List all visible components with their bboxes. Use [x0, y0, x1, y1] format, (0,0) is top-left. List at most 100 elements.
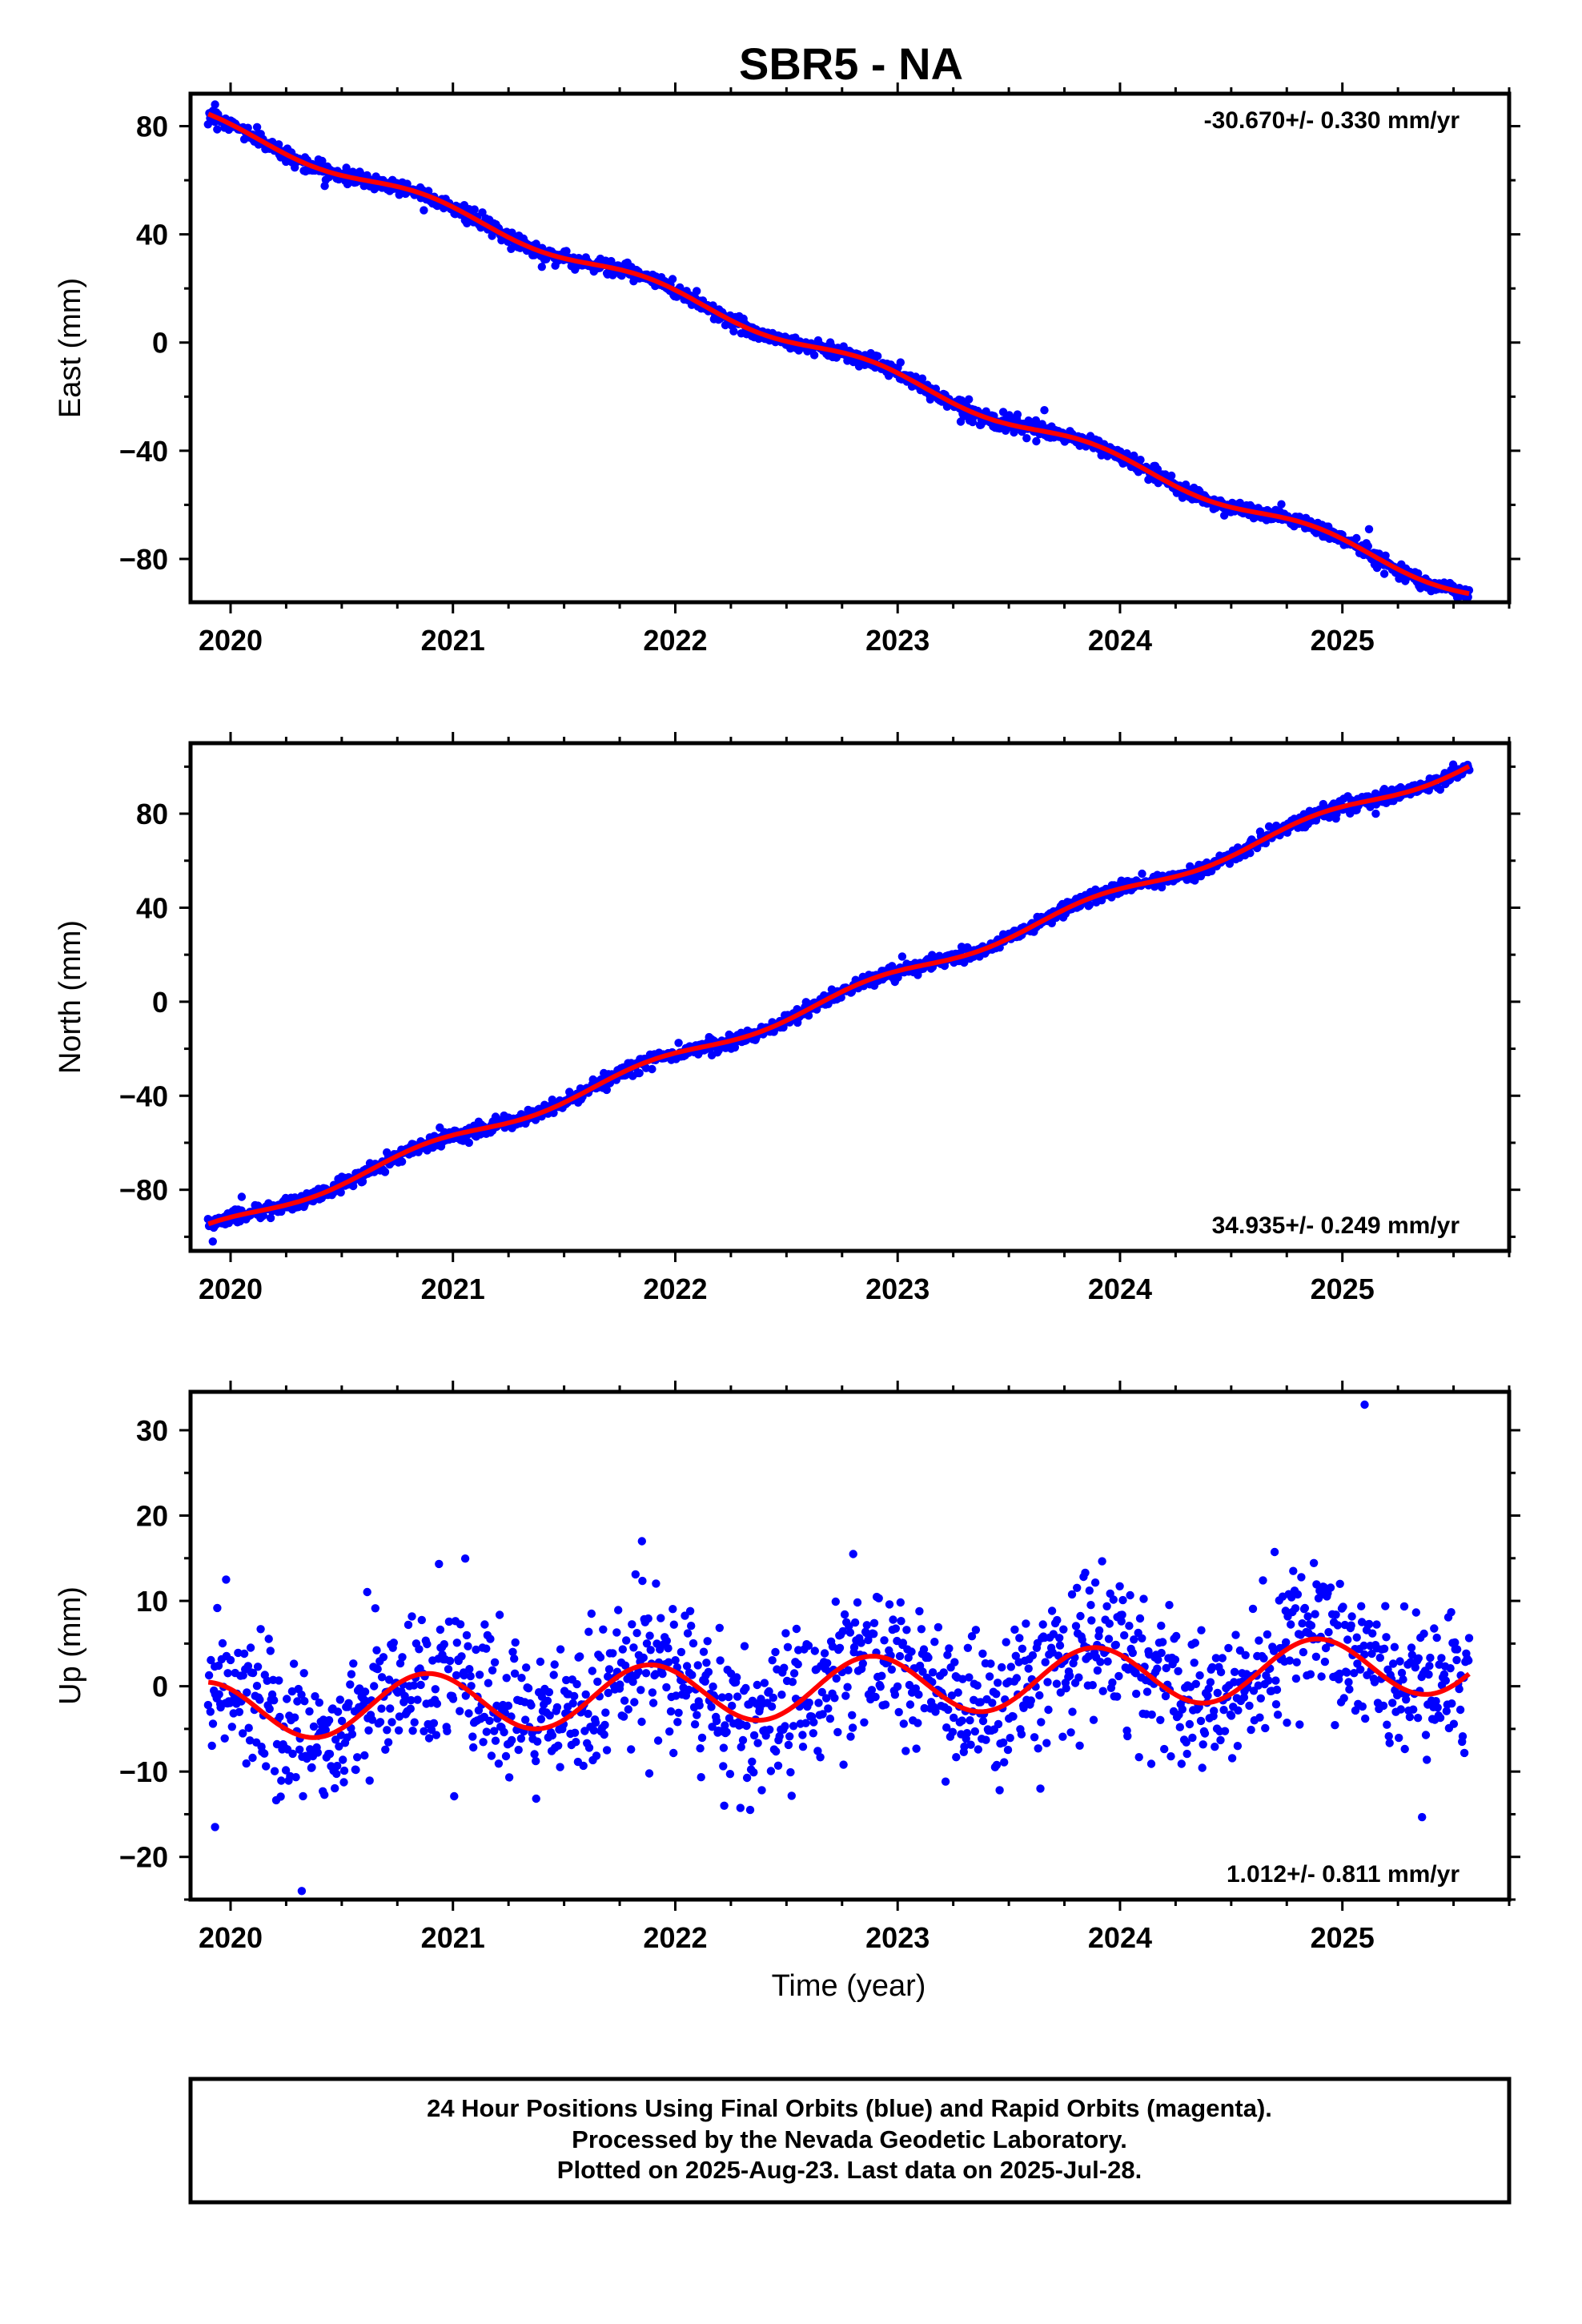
up-data-point	[988, 1699, 997, 1707]
up-data-point	[848, 1723, 857, 1732]
up-data-point	[1300, 1603, 1310, 1613]
up-data-point	[226, 1655, 235, 1665]
up-data-point	[907, 1647, 916, 1656]
up-data-point	[628, 1677, 637, 1687]
up-data-point	[299, 1791, 307, 1801]
north-data-point	[714, 1046, 723, 1055]
up-data-point	[652, 1579, 661, 1588]
up-data-point	[1293, 1590, 1303, 1599]
up-data-point	[1047, 1606, 1057, 1615]
up-data-point	[1042, 1739, 1051, 1747]
up-data-point	[619, 1712, 628, 1721]
up-data-point	[436, 1625, 445, 1634]
up-data-point	[204, 1671, 214, 1680]
up-data-point	[1074, 1673, 1083, 1682]
up-data-point	[914, 1690, 923, 1699]
north-fit-line	[207, 764, 1471, 1227]
up-data-point	[1052, 1679, 1062, 1688]
up-data-point	[947, 1691, 957, 1700]
up-data-point	[1117, 1617, 1126, 1626]
up-data-point	[1157, 1648, 1166, 1658]
up-data-point	[1311, 1610, 1319, 1618]
up-data-point	[272, 1739, 282, 1749]
up-data-point	[1230, 1667, 1239, 1676]
up-data-point	[1191, 1679, 1201, 1688]
up-data-point	[1166, 1752, 1175, 1761]
up-data-point	[1126, 1590, 1134, 1600]
up-data-point	[514, 1745, 523, 1755]
up-points	[203, 1400, 1474, 1896]
up-data-point	[313, 1748, 322, 1757]
up-data-point	[885, 1600, 894, 1609]
up-data-point	[1227, 1754, 1237, 1763]
up-plot-area	[203, 1400, 1474, 1896]
up-y-axis-label: Up (mm)	[54, 1586, 87, 1705]
up-data-point	[636, 1686, 645, 1695]
up-data-point	[444, 1617, 454, 1626]
up-data-point	[213, 1603, 222, 1613]
up-data-point	[288, 1749, 297, 1759]
up-data-point	[1273, 1711, 1283, 1719]
up-data-point	[814, 1699, 823, 1707]
up-data-point	[1269, 1647, 1279, 1655]
up-data-point	[798, 1743, 808, 1751]
up-data-point	[1012, 1674, 1022, 1683]
up-data-point	[487, 1751, 496, 1760]
east-outlier-point	[1040, 406, 1049, 415]
up-data-point	[1006, 1663, 1016, 1671]
up-data-point	[918, 1667, 927, 1676]
up-data-point	[736, 1803, 745, 1812]
up-data-point	[773, 1761, 783, 1770]
up-data-point	[1372, 1620, 1381, 1629]
up-data-point	[516, 1734, 526, 1743]
east-y-axis: −80 −40 0 40 80	[119, 111, 1520, 576]
footer-box: 24 Hour Positions Using Final Orbits (bl…	[188, 2077, 1512, 2205]
up-data-point	[740, 1642, 749, 1651]
up-data-point	[1421, 1731, 1431, 1739]
up-data-point	[364, 1726, 373, 1735]
up-data-point	[386, 1704, 395, 1713]
up-data-point	[1049, 1630, 1058, 1638]
up-data-point	[1174, 1667, 1182, 1675]
east-y-tick-label: 0	[152, 327, 168, 360]
up-data-point	[365, 1776, 374, 1785]
up-data-point	[1160, 1744, 1169, 1754]
up-data-point	[831, 1597, 841, 1606]
up-data-point	[832, 1674, 841, 1683]
up-data-point	[395, 1712, 404, 1721]
up-data-point	[775, 1731, 784, 1741]
up-data-point	[1094, 1626, 1104, 1635]
up-data-point	[669, 1620, 678, 1629]
up-data-point	[1108, 1678, 1117, 1687]
up-data-point	[1447, 1608, 1456, 1617]
up-data-point	[707, 1703, 716, 1711]
up-data-point	[733, 1673, 741, 1682]
up-data-point	[1317, 1672, 1326, 1681]
up-data-point	[1368, 1629, 1377, 1638]
up-data-point	[384, 1675, 394, 1684]
up-data-point	[781, 1629, 790, 1638]
footer-line-2: Processed by the Nevada Geodetic Laborat…	[572, 2125, 1127, 2153]
up-data-point	[976, 1698, 986, 1707]
up-data-point	[1270, 1547, 1279, 1557]
up-data-point	[784, 1740, 793, 1750]
east-data-point	[1220, 511, 1229, 520]
up-data-point	[572, 1738, 580, 1747]
north-plot-area	[203, 760, 1474, 1246]
up-data-point	[1134, 1753, 1143, 1762]
up-data-point	[550, 1660, 559, 1669]
up-data-point	[593, 1677, 602, 1687]
up-data-point	[687, 1622, 696, 1630]
up-data-point	[293, 1697, 302, 1706]
up-data-point	[482, 1727, 491, 1736]
up-data-point	[1088, 1681, 1098, 1690]
up-data-point	[813, 1747, 822, 1755]
north-data-point	[397, 1157, 407, 1166]
up-data-point	[1259, 1576, 1267, 1585]
north-y-axis-label: North (mm)	[54, 920, 87, 1074]
up-data-point	[708, 1723, 717, 1731]
up-data-point	[857, 1638, 865, 1647]
up-data-point	[1399, 1602, 1409, 1611]
up-data-point	[1413, 1714, 1423, 1723]
up-data-point	[915, 1606, 924, 1616]
